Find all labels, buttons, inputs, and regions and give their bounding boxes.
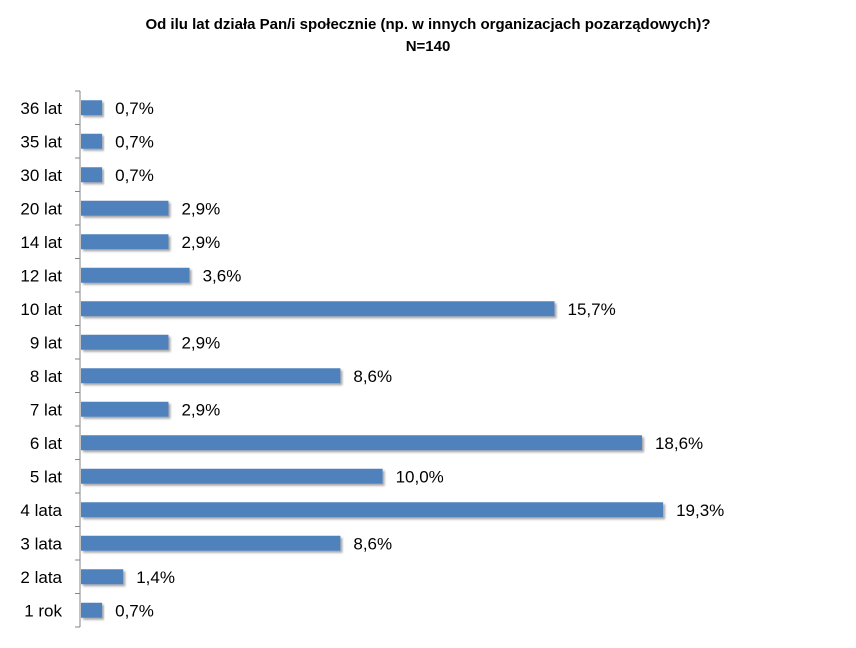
data-label: 2,9% — [181, 333, 220, 352]
bar — [81, 100, 103, 116]
category-label: 6 lat — [30, 434, 62, 453]
category-label: 7 lat — [30, 400, 62, 419]
chart-subtitle-text: N=140 — [405, 38, 451, 55]
data-label: 1,4% — [136, 568, 175, 587]
category-label: 5 lat — [30, 467, 62, 486]
bar — [81, 401, 169, 417]
bar — [81, 468, 383, 484]
data-label: 15,7% — [568, 300, 616, 319]
data-label: 0,7% — [115, 166, 154, 185]
data-label: 10,0% — [396, 467, 444, 486]
data-label: 2,9% — [181, 400, 220, 419]
bar — [81, 334, 169, 350]
category-label: 4 lata — [20, 501, 62, 520]
category-label: 2 lata — [20, 568, 62, 587]
data-label: 8,6% — [353, 367, 392, 386]
data-label: 0,7% — [115, 132, 154, 151]
category-label: 36 lat — [20, 99, 62, 118]
bar — [81, 535, 341, 551]
category-label: 35 lat — [20, 132, 62, 151]
category-label: 12 lat — [20, 266, 62, 285]
data-label: 2,9% — [181, 233, 220, 252]
category-label: 8 lat — [30, 367, 62, 386]
category-label: 3 lata — [20, 534, 62, 553]
category-label: 14 lat — [20, 233, 62, 252]
bar — [81, 234, 169, 250]
bar — [81, 602, 103, 618]
category-label: 9 lat — [30, 333, 62, 352]
bar — [81, 502, 664, 518]
category-label: 1 rok — [24, 601, 62, 620]
bar — [81, 167, 103, 183]
bar — [81, 301, 555, 317]
chart-title-text: Od ilu lat działa Pan/i społecznie (np. … — [145, 16, 711, 33]
bar — [81, 267, 190, 283]
data-label: 18,6% — [655, 434, 703, 453]
bar — [81, 133, 103, 149]
data-label: 0,7% — [115, 601, 154, 620]
category-label: 10 lat — [20, 300, 62, 319]
chart-title: Od ilu lat działa Pan/i społecznie (np. … — [0, 14, 856, 58]
data-label: 2,9% — [181, 199, 220, 218]
bar — [81, 368, 341, 384]
data-label: 0,7% — [115, 99, 154, 118]
category-label: 30 lat — [20, 166, 62, 185]
data-label: 3,6% — [203, 266, 242, 285]
data-label: 19,3% — [676, 501, 724, 520]
bar — [81, 569, 124, 585]
data-label: 8,6% — [353, 534, 392, 553]
category-label: 20 lat — [20, 199, 62, 218]
bar — [81, 435, 642, 451]
bar — [81, 200, 169, 216]
